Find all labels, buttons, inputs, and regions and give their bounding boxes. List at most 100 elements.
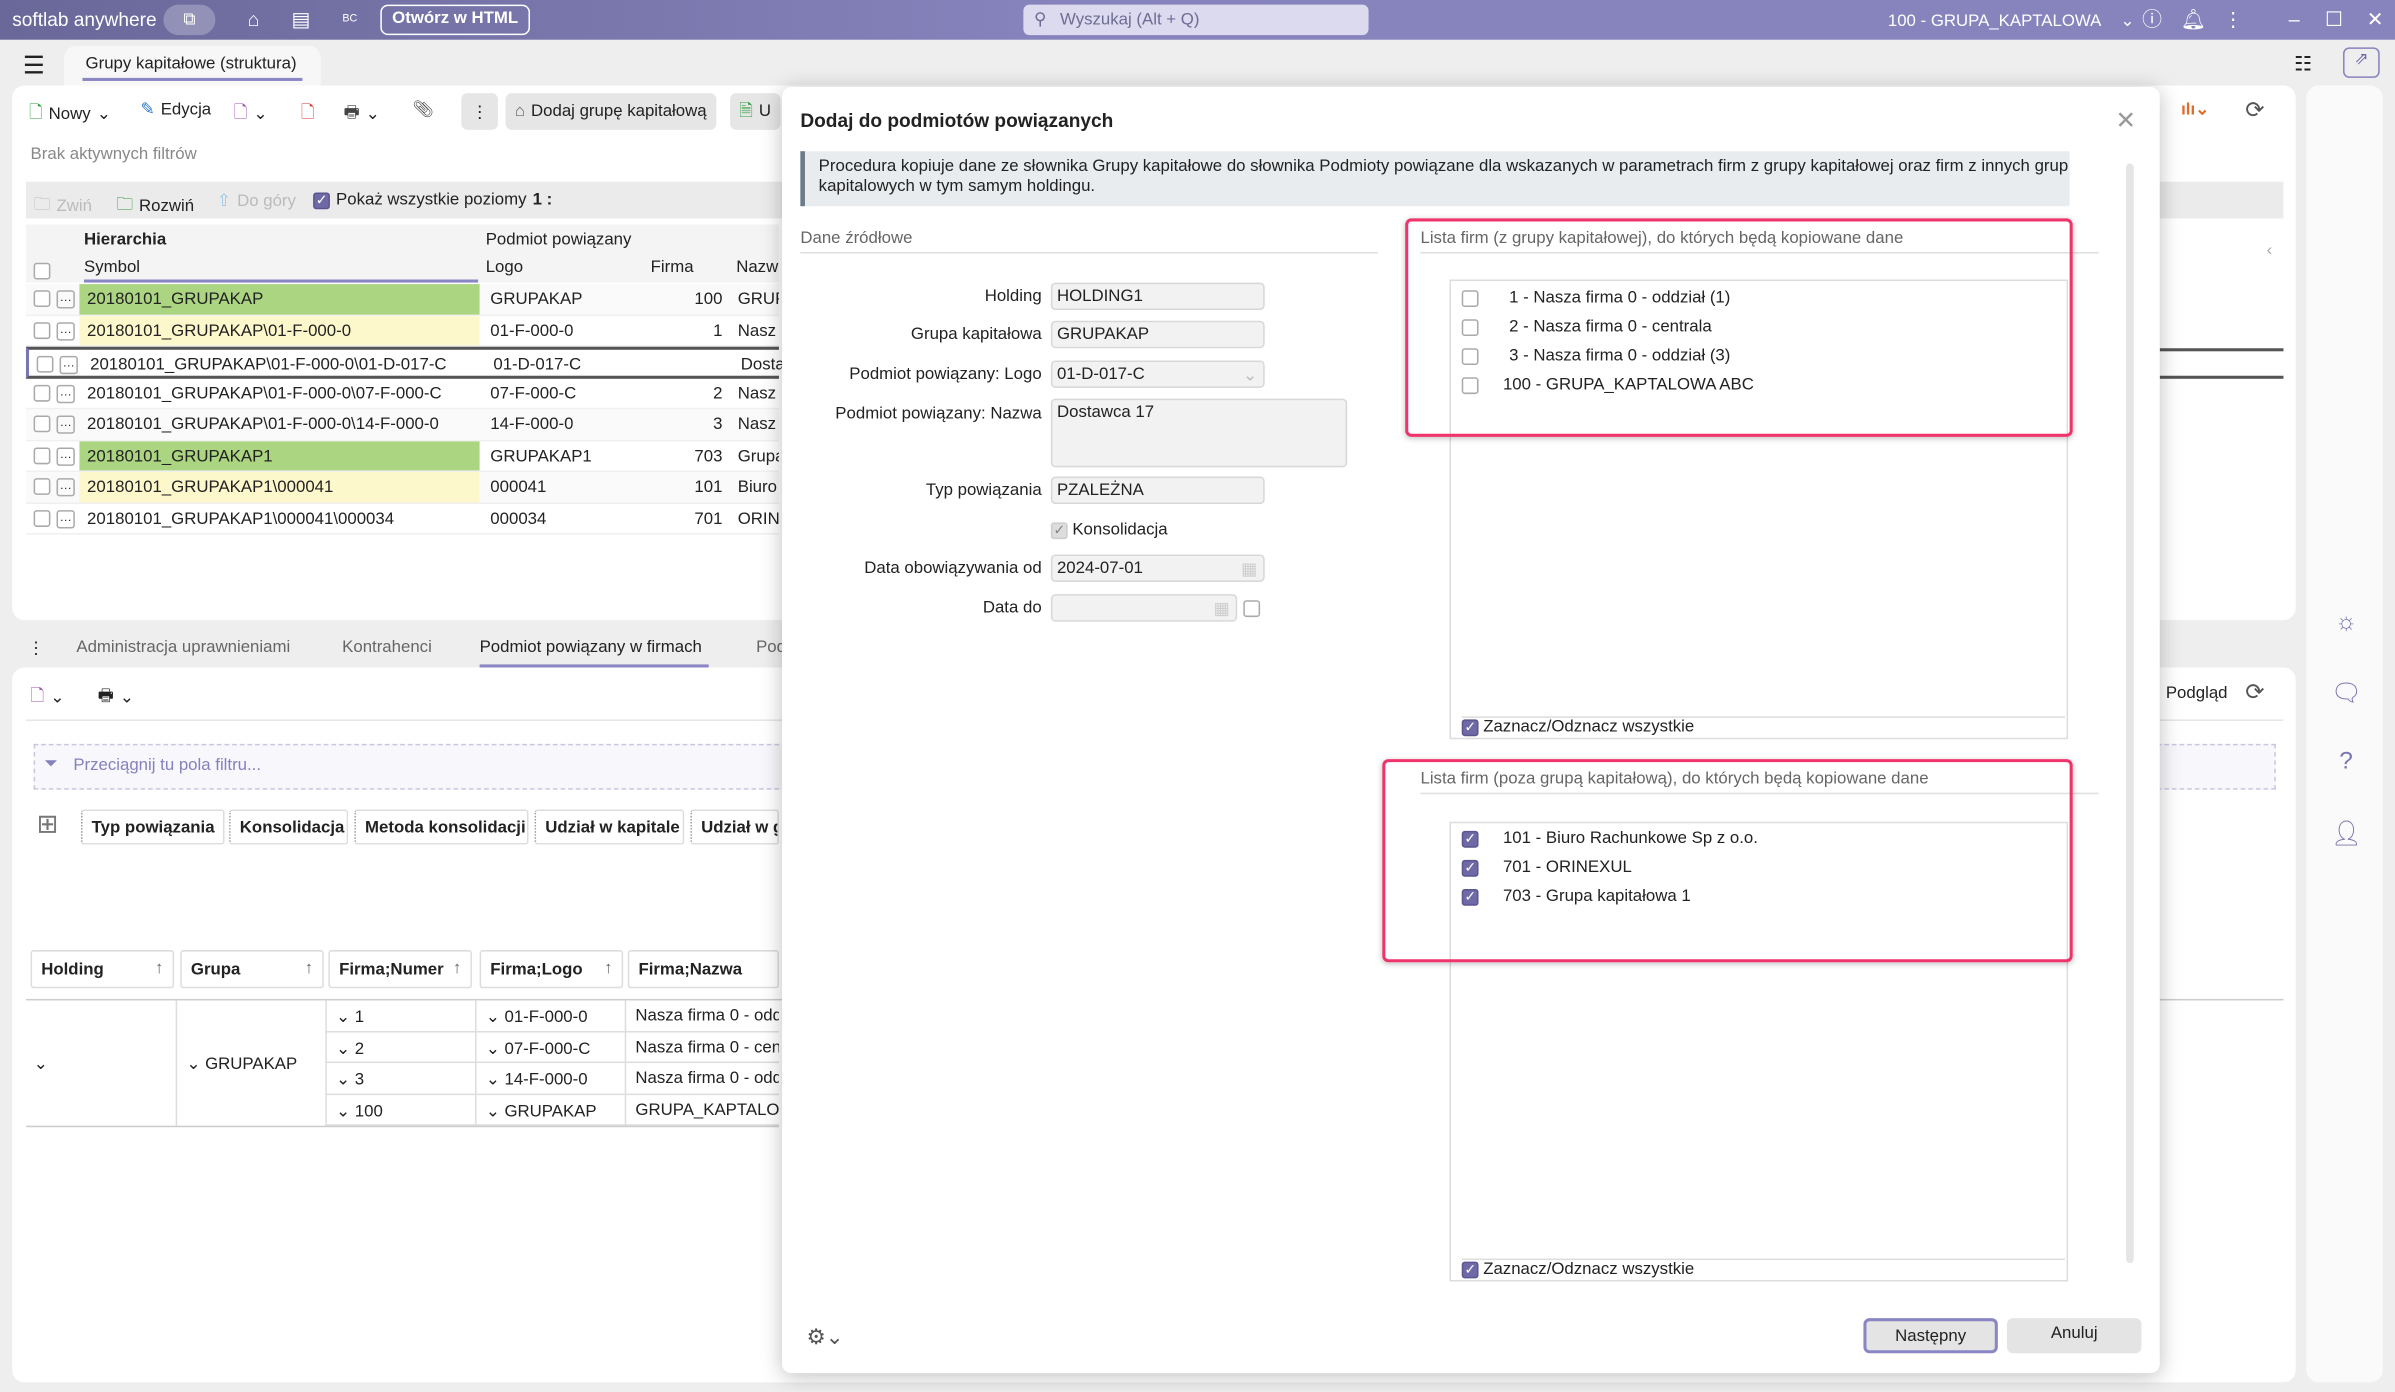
list-item[interactable]: 703 - Grupa kapitałowa 1 bbox=[1461, 887, 1691, 906]
pivot-header[interactable]: Firma;Numer ↑ bbox=[328, 950, 472, 989]
home-icon[interactable]: ⌂ bbox=[247, 7, 260, 31]
row-checkbox[interactable] bbox=[36, 355, 54, 373]
holding-expand-icon[interactable]: ⌄ bbox=[33, 1055, 48, 1074]
attach-button[interactable]: 📎︎ bbox=[412, 99, 433, 119]
row-checkbox[interactable] bbox=[33, 478, 51, 495]
checkbox[interactable] bbox=[1461, 888, 1479, 906]
sort-up-icon[interactable]: ↑ bbox=[452, 959, 462, 978]
cell-logo[interactable]: ⌄ 01-F-000-0 bbox=[475, 1000, 625, 1032]
preview-label[interactable]: Podgląd bbox=[2165, 684, 2228, 703]
tab-2[interactable]: Podmiot powiązany w firmach bbox=[479, 629, 709, 668]
collapse-button[interactable]: 🗀 Zwiń bbox=[34, 191, 92, 220]
table-row[interactable]: … 20180101_GRUPAKAP\01-F-000-0\07-F-000-C… bbox=[25, 378, 779, 410]
checkbox[interactable] bbox=[1461, 718, 1479, 736]
row-menu-icon[interactable]: … bbox=[56, 415, 75, 434]
date-to-checkbox[interactable] bbox=[1243, 599, 1261, 617]
list-item[interactable]: 2 - Nasza firma 0 - centrala bbox=[1461, 318, 1712, 336]
row-menu-icon[interactable]: … bbox=[56, 509, 75, 528]
sort-up-icon[interactable]: ↑ bbox=[155, 959, 164, 978]
minimize-icon[interactable]: – bbox=[2288, 7, 2300, 31]
expand-button[interactable]: 🗀 Rozwiń bbox=[116, 191, 194, 220]
type-field[interactable]: PZALEŻNA bbox=[1050, 476, 1265, 505]
chat-icon[interactable]: 🗨︎ bbox=[2330, 681, 2362, 708]
list-item[interactable]: 701 - ORINEXUL bbox=[1461, 858, 1632, 877]
checkbox[interactable] bbox=[1461, 347, 1479, 365]
row-menu-icon[interactable]: … bbox=[56, 290, 75, 309]
print-button[interactable]: 🖶 ⌄ bbox=[344, 99, 380, 128]
tab-3[interactable]: Pod bbox=[756, 638, 786, 657]
cell-number[interactable]: ⌄ 3 bbox=[325, 1063, 476, 1095]
maximize-icon[interactable]: ☐ bbox=[2324, 7, 2343, 31]
select-all-rows-checkbox[interactable] bbox=[33, 261, 51, 279]
print-button[interactable]: 🖶 ⌄ bbox=[98, 683, 134, 712]
row-checkbox[interactable] bbox=[33, 321, 51, 339]
table-row[interactable]: … 20180101_GRUPAKAP\01-F-000-0\01-D-017-C… bbox=[25, 346, 782, 379]
table-row[interactable]: … 20180101_GRUPAKAP\01-F-000-0 01-F-000-0 1… bbox=[25, 315, 779, 347]
open-html-button[interactable]: Otwórz w HTML bbox=[380, 4, 531, 36]
menu-icon[interactable]: ☰ bbox=[22, 53, 45, 80]
column-chip[interactable]: Metoda konsolidacji bbox=[354, 809, 529, 845]
column-chip[interactable]: Konsolidacja bbox=[229, 809, 349, 845]
cancel-button[interactable]: Anuluj bbox=[2007, 1318, 2142, 1354]
help-chat-icon[interactable]: ? bbox=[2339, 748, 2353, 775]
row-checkbox[interactable] bbox=[33, 509, 51, 527]
group-cell[interactable]: ⌄ GRUPAKAP bbox=[175, 1000, 326, 1126]
list-item[interactable]: 100 - GRUPA_KAPTALOWA ABC bbox=[1461, 376, 1754, 394]
u-button[interactable]: 🗎 U bbox=[730, 93, 781, 130]
date-to-field[interactable]: ▦ bbox=[1050, 594, 1238, 622]
bc-icon[interactable]: BC bbox=[342, 13, 358, 25]
name-field[interactable]: Dostawca 17 bbox=[1050, 398, 1348, 468]
edit-button[interactable]: ✎ Edycja bbox=[141, 99, 212, 119]
help-icon[interactable]: ⓘ bbox=[2142, 7, 2163, 31]
add-group-button[interactable]: ⌂ Dodaj grupę kapitałową bbox=[505, 93, 716, 130]
share-icon[interactable]: ⇗ bbox=[2343, 47, 2380, 78]
checkbox[interactable] bbox=[1243, 599, 1261, 617]
row-checkbox[interactable] bbox=[33, 384, 51, 401]
tab-0[interactable]: Administracja uprawnieniami bbox=[76, 638, 291, 657]
cell-logo[interactable]: ⌄ 14-F-000-0 bbox=[475, 1063, 625, 1095]
pivot-header[interactable]: Grupa ↑ bbox=[180, 950, 324, 989]
more-actions-button[interactable]: ⋮ bbox=[461, 93, 498, 130]
lightbulb-icon[interactable]: ☼ bbox=[2334, 609, 2358, 636]
collapse-panel-icon[interactable]: ‹ bbox=[2266, 241, 2273, 260]
checkbox[interactable] bbox=[1461, 859, 1479, 877]
column-symbol[interactable]: Symbol bbox=[84, 258, 479, 283]
consolidation-checkbox[interactable]: Konsolidacja bbox=[1050, 521, 1168, 539]
checkbox[interactable] bbox=[1461, 289, 1479, 307]
tab-1[interactable]: Kontrahenci bbox=[342, 638, 432, 657]
row-menu-icon[interactable]: … bbox=[56, 321, 75, 340]
sort-up-icon[interactable]: ↑ bbox=[604, 959, 613, 978]
switch-app-icon[interactable]: ⧉ bbox=[163, 4, 216, 36]
delete-button[interactable]: 🗋 bbox=[301, 99, 315, 128]
list-out-select-all[interactable]: Zaznacz/Odznacz wszystkie bbox=[1461, 1258, 2066, 1278]
tree-view-icon[interactable]: ☷ bbox=[2294, 51, 2312, 75]
settings-icon[interactable]: ⚙⌄ bbox=[806, 1324, 844, 1349]
table-row[interactable]: … 20180101_GRUPAKAP1\000041\000034 000034 7… bbox=[25, 503, 779, 535]
cell-logo[interactable]: ⌄ 07-F-000-C bbox=[475, 1031, 625, 1064]
sort-up-icon[interactable]: ↑ bbox=[304, 959, 314, 978]
row-menu-icon[interactable]: … bbox=[56, 446, 75, 466]
search-input[interactable]: ⚲ Wyszukaj (Alt + Q) bbox=[1023, 4, 1369, 36]
next-button[interactable]: Następny bbox=[1863, 1318, 1998, 1354]
column-nazwa[interactable]: Nazwa bbox=[736, 258, 779, 277]
row-menu-icon[interactable]: … bbox=[59, 355, 78, 375]
column-chip[interactable]: Typ powiązania bbox=[80, 809, 225, 845]
refresh-icon[interactable]: ⟳ bbox=[2245, 97, 2265, 124]
logo-select[interactable]: 01-D-017-C ⌄ bbox=[1050, 360, 1265, 388]
checkbox[interactable] bbox=[1461, 318, 1479, 336]
up-button[interactable]: ⇧ Do góry bbox=[217, 191, 296, 211]
row-menu-icon[interactable]: … bbox=[56, 478, 75, 497]
refresh-icon[interactable]: ⟳ bbox=[2245, 679, 2265, 706]
checkbox[interactable] bbox=[1461, 830, 1479, 848]
column-logo[interactable]: Logo bbox=[485, 258, 524, 277]
grid-layout-icon[interactable]: ⊞ bbox=[36, 809, 59, 839]
close-window-icon[interactable]: ✕ bbox=[2366, 7, 2384, 31]
row-checkbox[interactable] bbox=[33, 446, 51, 464]
new-button[interactable]: 🗋 Nowy ⌄ bbox=[29, 99, 111, 128]
table-row[interactable]: … 20180101_GRUPAKAP GRUPAKAP 100 GRUP bbox=[25, 284, 779, 316]
checkbox[interactable] bbox=[1461, 376, 1479, 394]
pivot-header[interactable]: Firma;Logo ↑ bbox=[479, 950, 624, 989]
cell-number[interactable]: ⌄ 1 bbox=[325, 1000, 476, 1032]
cell-number[interactable]: ⌄ 100 bbox=[325, 1094, 476, 1126]
